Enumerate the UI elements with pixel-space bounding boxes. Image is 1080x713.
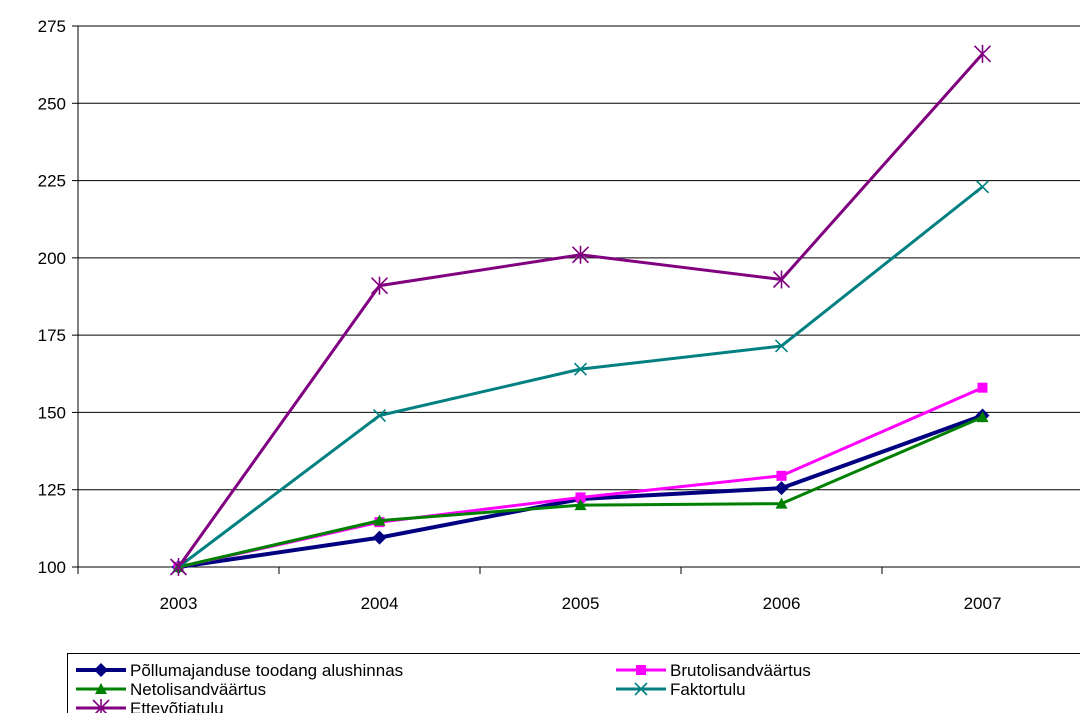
legend-label: Põllumajanduse toodang alushinnas [130,661,403,680]
legend-item-3: Faktortulu [616,680,746,699]
data-point [776,470,787,481]
legend-label: Faktortulu [670,680,746,699]
legend-item-1: Brutolisandväärtus [616,661,811,680]
legend-marker [95,683,107,694]
x-tick-label-2006: 2006 [763,594,801,613]
x-tick-label-2007: 2007 [964,594,1002,613]
y-tick-label: 250 [38,94,66,113]
legend-marker [94,663,108,677]
series-2 [172,411,989,572]
data-point [774,481,789,496]
y-tick-label: 200 [38,249,66,268]
legend-label: Brutolisandväärtus [670,661,811,680]
legend-marker [634,682,648,696]
y-tick-label: 175 [38,326,66,345]
series-line-0 [178,413,984,569]
data-point [372,408,387,423]
data-point [575,492,586,503]
series-0 [171,408,990,574]
data-point [975,180,990,194]
legend-marker [92,699,110,713]
grid [78,25,1080,568]
data-point [977,382,988,393]
y-tick-label: 225 [38,172,66,191]
data-point [976,411,989,423]
data-point [169,558,188,576]
series-3 [171,180,990,574]
series-4 [169,44,992,576]
y-tick-label: 125 [38,481,66,500]
x-tick-labels: 2003 2004 2005 2006 2007 [160,594,1002,613]
y-tick-labels: 100 125 150 175 200 225 250 275 [38,17,66,577]
data-point [772,270,791,289]
data-point [973,44,992,63]
data-point [571,245,590,264]
legend-marker [636,665,646,675]
legend-item-2: Netolisandväärtus [76,680,266,699]
legend: Põllumajanduse toodang alushinnas Brutoli… [67,653,1080,713]
x-tick-label-2005: 2005 [562,594,600,613]
data-point [573,362,588,376]
data-point [373,514,386,526]
legend-item-0: Põllumajanduse toodang alushinnas [76,661,403,680]
axes [72,25,883,574]
legend-item-4: Ettevõtjatulu [76,699,224,713]
legend-label: Ettevõtjatulu [130,699,224,713]
data-point [574,499,587,511]
data-point [370,276,389,295]
series [169,44,992,576]
y-tick-label: 100 [38,558,66,577]
data-point [372,530,387,545]
data-point [774,339,789,353]
x-tick-label-2003: 2003 [160,594,198,613]
legend-label: Netolisandväärtus [130,680,266,699]
x-tick-label-2004: 2004 [361,594,399,613]
y-tick-label: 275 [38,17,66,36]
data-point [775,497,788,509]
y-tick-label: 150 [38,403,66,422]
